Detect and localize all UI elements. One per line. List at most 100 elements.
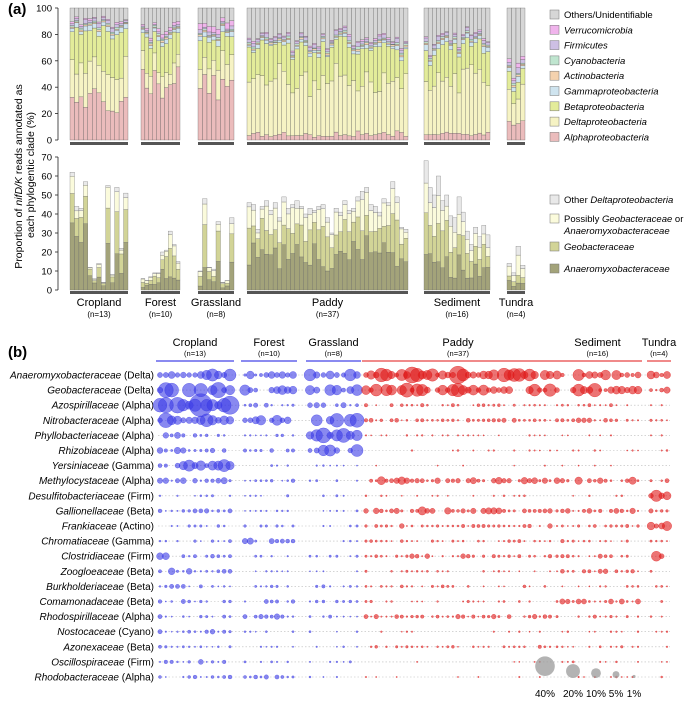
- bubble: [588, 615, 591, 618]
- bar-segment-alphaproteobacteria: [286, 135, 291, 141]
- bubble: [254, 373, 258, 377]
- bubble: [259, 585, 263, 588]
- delta-segment-anaeromyxobacteraceae: [92, 282, 97, 291]
- bubble: [400, 645, 403, 648]
- bubble: [198, 508, 204, 514]
- delta-segment-geobacteraceae: [74, 218, 80, 237]
- bubble: [431, 434, 434, 437]
- bubble: [487, 449, 490, 452]
- bubble: [518, 494, 521, 497]
- bubble: [328, 554, 332, 558]
- delta-segment-geobacteraceae: [403, 237, 409, 262]
- bar-segment-cyanobacteria: [465, 30, 470, 33]
- bar-segment-firmicutes: [140, 25, 146, 28]
- bar-segment-betaproteobacteria: [144, 36, 149, 74]
- bubble: [176, 525, 179, 527]
- bubble: [228, 615, 232, 618]
- bubble: [329, 464, 331, 467]
- bar-segment-gammaproteobacteria: [325, 54, 330, 57]
- bubble: [162, 432, 169, 439]
- delta-segment-anaeromyxobacteraceae: [481, 267, 487, 291]
- bubble: [472, 645, 475, 649]
- bar-segment-verrucomicrobia: [338, 28, 343, 30]
- bar-segment-cyanobacteria: [386, 41, 391, 44]
- bar-segment-gammaproteobacteria: [144, 33, 149, 38]
- bar-segment-verrucomicrobia: [515, 62, 521, 68]
- bubble: [192, 478, 198, 484]
- bubble: [380, 434, 383, 437]
- bubble: [193, 554, 197, 559]
- bubble: [441, 434, 444, 437]
- bubble: [242, 538, 248, 545]
- bar-segment-others-unidentifiable: [399, 7, 404, 49]
- bar-segment-gammaproteobacteria: [215, 40, 221, 47]
- bubble: [405, 434, 409, 437]
- delta-segment-anaeromyxobacteraceae: [444, 256, 449, 291]
- bar-segment-gammaproteobacteria: [290, 57, 296, 60]
- bar-segment-betaproteobacteria: [325, 56, 330, 84]
- bubble: [395, 645, 399, 649]
- delta-segment-possibly-geobacteraceae-or-anaeromyxobacteraceae: [140, 278, 146, 283]
- bubble: [513, 494, 516, 497]
- bar-segment-deltaproteobacteria: [342, 74, 348, 135]
- delta-segment-possibly-geobacteraceae-or-anaeromyxobacteraceae: [251, 209, 256, 227]
- delta-segment-possibly-geobacteraceae-or-anaeromyxobacteraceae: [264, 205, 269, 231]
- bubble: [512, 539, 516, 543]
- bubble: [471, 418, 475, 422]
- bubble: [410, 403, 414, 407]
- bubble: [385, 434, 388, 437]
- size-legend-circle: [535, 656, 555, 676]
- bubble: [264, 614, 269, 619]
- delta-segment-possibly-geobacteraceae-or-anaeromyxobacteraceae: [299, 208, 304, 226]
- bar-segment-actinobacteria: [69, 26, 75, 29]
- row-label: Burkholderiaceae (Beta): [46, 582, 154, 593]
- delta-segment-geobacteraceae: [202, 224, 208, 268]
- bar-segment-cyanobacteria: [342, 30, 348, 33]
- bubble: [462, 464, 465, 467]
- bubble: [593, 524, 597, 528]
- delta-segment-other-deltaproteobacteria: [294, 200, 300, 209]
- bar-segment-cyanobacteria: [229, 29, 235, 31]
- bubble: [523, 494, 526, 498]
- y-axis-label: Proportion of nifD/K reads annotated as …: [13, 81, 37, 268]
- bubble: [507, 509, 511, 513]
- delta-segment-anaeromyxobacteraceae: [359, 259, 365, 291]
- bubble: [451, 555, 454, 558]
- delta-segment-possibly-geobacteraceae-or-anaeromyxobacteraceae: [511, 275, 517, 282]
- bubble: [476, 524, 481, 528]
- size-legend-label: 10%: [586, 689, 606, 700]
- bar-segment-cyanobacteria: [92, 20, 97, 23]
- bubble: [440, 584, 445, 589]
- group-bar-top: [70, 142, 128, 145]
- bubble: [349, 555, 352, 558]
- bar-segment-betaproteobacteria: [197, 40, 203, 70]
- bubble: [506, 478, 512, 484]
- bubble: [414, 478, 420, 484]
- bubble: [507, 539, 511, 543]
- bubble: [249, 675, 252, 679]
- bubble: [591, 371, 599, 379]
- bubble: [222, 554, 226, 558]
- bubble: [386, 384, 397, 396]
- delta-segment-possibly-geobacteraceae-or-anaeromyxobacteraceae: [381, 202, 387, 227]
- bar-segment-firmicutes: [373, 39, 378, 43]
- bar-segment-deltaproteobacteria: [511, 103, 517, 126]
- bubble: [518, 600, 521, 603]
- bar-segment-verrucomicrobia: [325, 48, 330, 50]
- bar-segment-alphaproteobacteria: [148, 93, 153, 141]
- bar-segment-alphaproteobacteria: [368, 135, 374, 141]
- bubble: [159, 660, 161, 663]
- bar-segment-verrucomicrobia: [96, 21, 102, 24]
- delta-segment-geobacteraceae: [312, 222, 317, 245]
- bar-segment-others-unidentifiable: [316, 7, 322, 47]
- delta-segment-anaeromyxobacteraceae: [123, 242, 129, 291]
- delta-segment-geobacteraceae: [255, 238, 261, 258]
- bar-segment-betaproteobacteria: [329, 47, 335, 82]
- bubble: [158, 644, 162, 649]
- bar-segment-betaproteobacteria: [69, 31, 75, 60]
- delta-segment-other-deltaproteobacteria: [251, 204, 256, 211]
- bubble: [284, 416, 292, 424]
- bubble: [517, 418, 521, 422]
- bubble: [446, 494, 449, 497]
- bar-segment-others-unidentifiable: [320, 7, 326, 34]
